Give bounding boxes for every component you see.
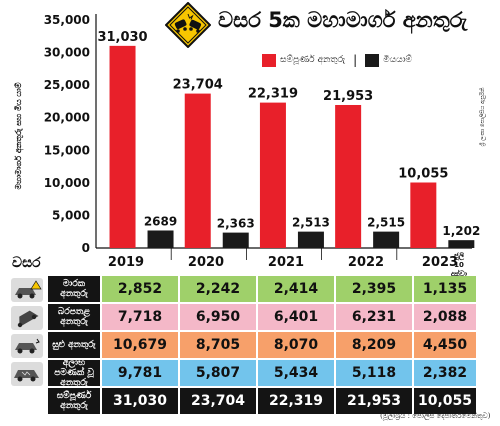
data-label-fatal-2021: 2,513 — [292, 216, 330, 230]
row-label-total: සම්පූර්ණ අනතුරු — [48, 388, 100, 414]
data-label-fatal-2022: 2,515 — [367, 216, 405, 230]
bar-total-2019 — [109, 45, 136, 249]
cell-damage-2021: 5,434 — [258, 360, 334, 386]
bar-fatal-2022 — [373, 231, 400, 248]
bar-total-2021 — [259, 102, 286, 248]
year-label-2020: 2020 — [187, 255, 225, 270]
cell-total-2020: 23,704 — [180, 388, 256, 414]
year-label-2022: 2022 — [347, 255, 385, 270]
cell-minor-2022: 8,209 — [336, 332, 412, 358]
damage-only-icon — [11, 362, 43, 386]
y-tick-label: 25,000 — [44, 78, 90, 92]
year-label-2021: 2021 — [267, 255, 305, 270]
fatal-accident-icon — [11, 278, 43, 302]
data-label-total-2019: 31,030 — [97, 30, 147, 45]
y-tick-label: 15,000 — [44, 143, 90, 157]
cell-damage-2020: 5,807 — [180, 360, 256, 386]
cell-total-2022: 21,953 — [336, 388, 412, 414]
cell-fatal-2023: 1,135 — [414, 276, 476, 302]
bar-fatal-2021 — [297, 231, 324, 248]
row-label-minor: සුළු අනතුරු — [48, 332, 100, 358]
serious-injury-icon — [11, 306, 43, 330]
table-row-minor: සුළු අනතුරු 10,679 8,705 8,070 8,209 4,4… — [10, 332, 478, 358]
legend-label-total: සම්පූර්ණ අනතුරු — [280, 55, 346, 65]
cell-minor-2020: 8,705 — [180, 332, 256, 358]
bar-fatal-2023 — [448, 240, 475, 248]
legend-label-fatal: මියයාම් — [383, 55, 413, 65]
data-label-total-2023: 10,055 — [398, 166, 448, 181]
bar-total-2022 — [335, 104, 362, 248]
row-label-damage: අලාභ පමණක් වූ අනතුරු — [48, 358, 100, 388]
y-tick-label: 30,000 — [44, 46, 90, 60]
year-label-2019: 2019 — [107, 255, 145, 270]
table-row-total: සම්පූර්ණ අනතුරු 31,030 23,704 22,319 21,… — [10, 388, 478, 414]
year-2023-note: ජූලි 10 දක්වා — [450, 252, 468, 278]
data-label-total-2022: 21,953 — [323, 89, 373, 104]
cell-fatal-2021: 2,414 — [258, 276, 334, 302]
table-row-fatal: මාරක අනතුරු 2,852 2,242 2,414 2,395 1,13… — [10, 276, 478, 302]
cell-serious-2021: 6,401 — [258, 304, 334, 330]
legend-separator: | — [353, 53, 358, 67]
car-crash-warning-icon — [165, 2, 211, 48]
y-tick-label: 35,000 — [44, 13, 90, 27]
minor-accident-icon — [11, 334, 43, 358]
cell-serious-2020: 6,950 — [180, 304, 256, 330]
source-credit: (මූලාශ්‍රය : පොලිස් දෙපාර්තමේන්තුව) — [380, 412, 491, 420]
cell-fatal-2022: 2,395 — [336, 276, 412, 302]
chart-title: වසර 5ක මහාමාර්ග අනතුරු — [218, 8, 468, 32]
table-row-damage: අලාභ පමණක් වූ අනතුරු 9,781 5,807 5,434 5… — [10, 358, 478, 388]
year-axis-label: වසර — [12, 255, 41, 271]
cell-damage-2022: 5,118 — [336, 360, 412, 386]
data-label-fatal-2019: 2689 — [144, 214, 177, 228]
cell-total-2021: 22,319 — [258, 388, 334, 414]
year-label-2023: 2023 — [421, 255, 459, 270]
cell-damage-2019: 9,781 — [102, 360, 178, 386]
y-tick-label: 20,000 — [44, 111, 90, 125]
bar-chart: 0 5,000 10,000 15,000 20,000 25,000 30,000 35,0… — [44, 13, 480, 260]
cell-minor-2019: 10,679 — [102, 332, 178, 358]
cell-serious-2019: 7,718 — [102, 304, 178, 330]
cell-serious-2022: 6,231 — [336, 304, 412, 330]
legend: සම්පූර්ණ අනතුරු | මියයාම් — [262, 52, 412, 68]
y-tick-label: 5,000 — [52, 208, 90, 222]
row-label-serious: බරපතළ අනතුරු — [48, 304, 100, 330]
data-label-fatal-2023: 1,202 — [442, 224, 480, 238]
cell-total-2023: 10,055 — [414, 388, 476, 414]
y-tick-label: 10,000 — [44, 176, 90, 190]
cell-damage-2023: 2,382 — [414, 360, 476, 386]
bar-total-2020 — [184, 93, 211, 248]
y-tick-label: 0 — [82, 241, 90, 255]
legend-swatch-total — [262, 53, 276, 67]
table-row-serious: බරපතළ අනතුරු 7,718 6,950 6,401 6,231 2,0… — [10, 304, 478, 330]
bar-fatal-2020 — [222, 232, 249, 248]
cell-fatal-2020: 2,242 — [180, 276, 256, 302]
bar-total-2023 — [410, 182, 437, 248]
legend-swatch-fatal — [365, 53, 380, 67]
data-label-total-2021: 22,319 — [248, 87, 298, 102]
cell-total-2019: 31,030 — [102, 388, 178, 414]
row-label-fatal: මාරක අනතුරු — [48, 276, 100, 302]
data-label-fatal-2020: 2,363 — [217, 217, 255, 231]
cell-minor-2021: 8,070 — [258, 332, 334, 358]
cell-serious-2023: 2,088 — [414, 304, 476, 330]
bar-fatal-2019 — [147, 230, 174, 248]
data-label-total-2020: 23,704 — [173, 78, 223, 93]
cell-fatal-2019: 2,852 — [102, 276, 178, 302]
cell-minor-2023: 4,450 — [414, 332, 476, 358]
